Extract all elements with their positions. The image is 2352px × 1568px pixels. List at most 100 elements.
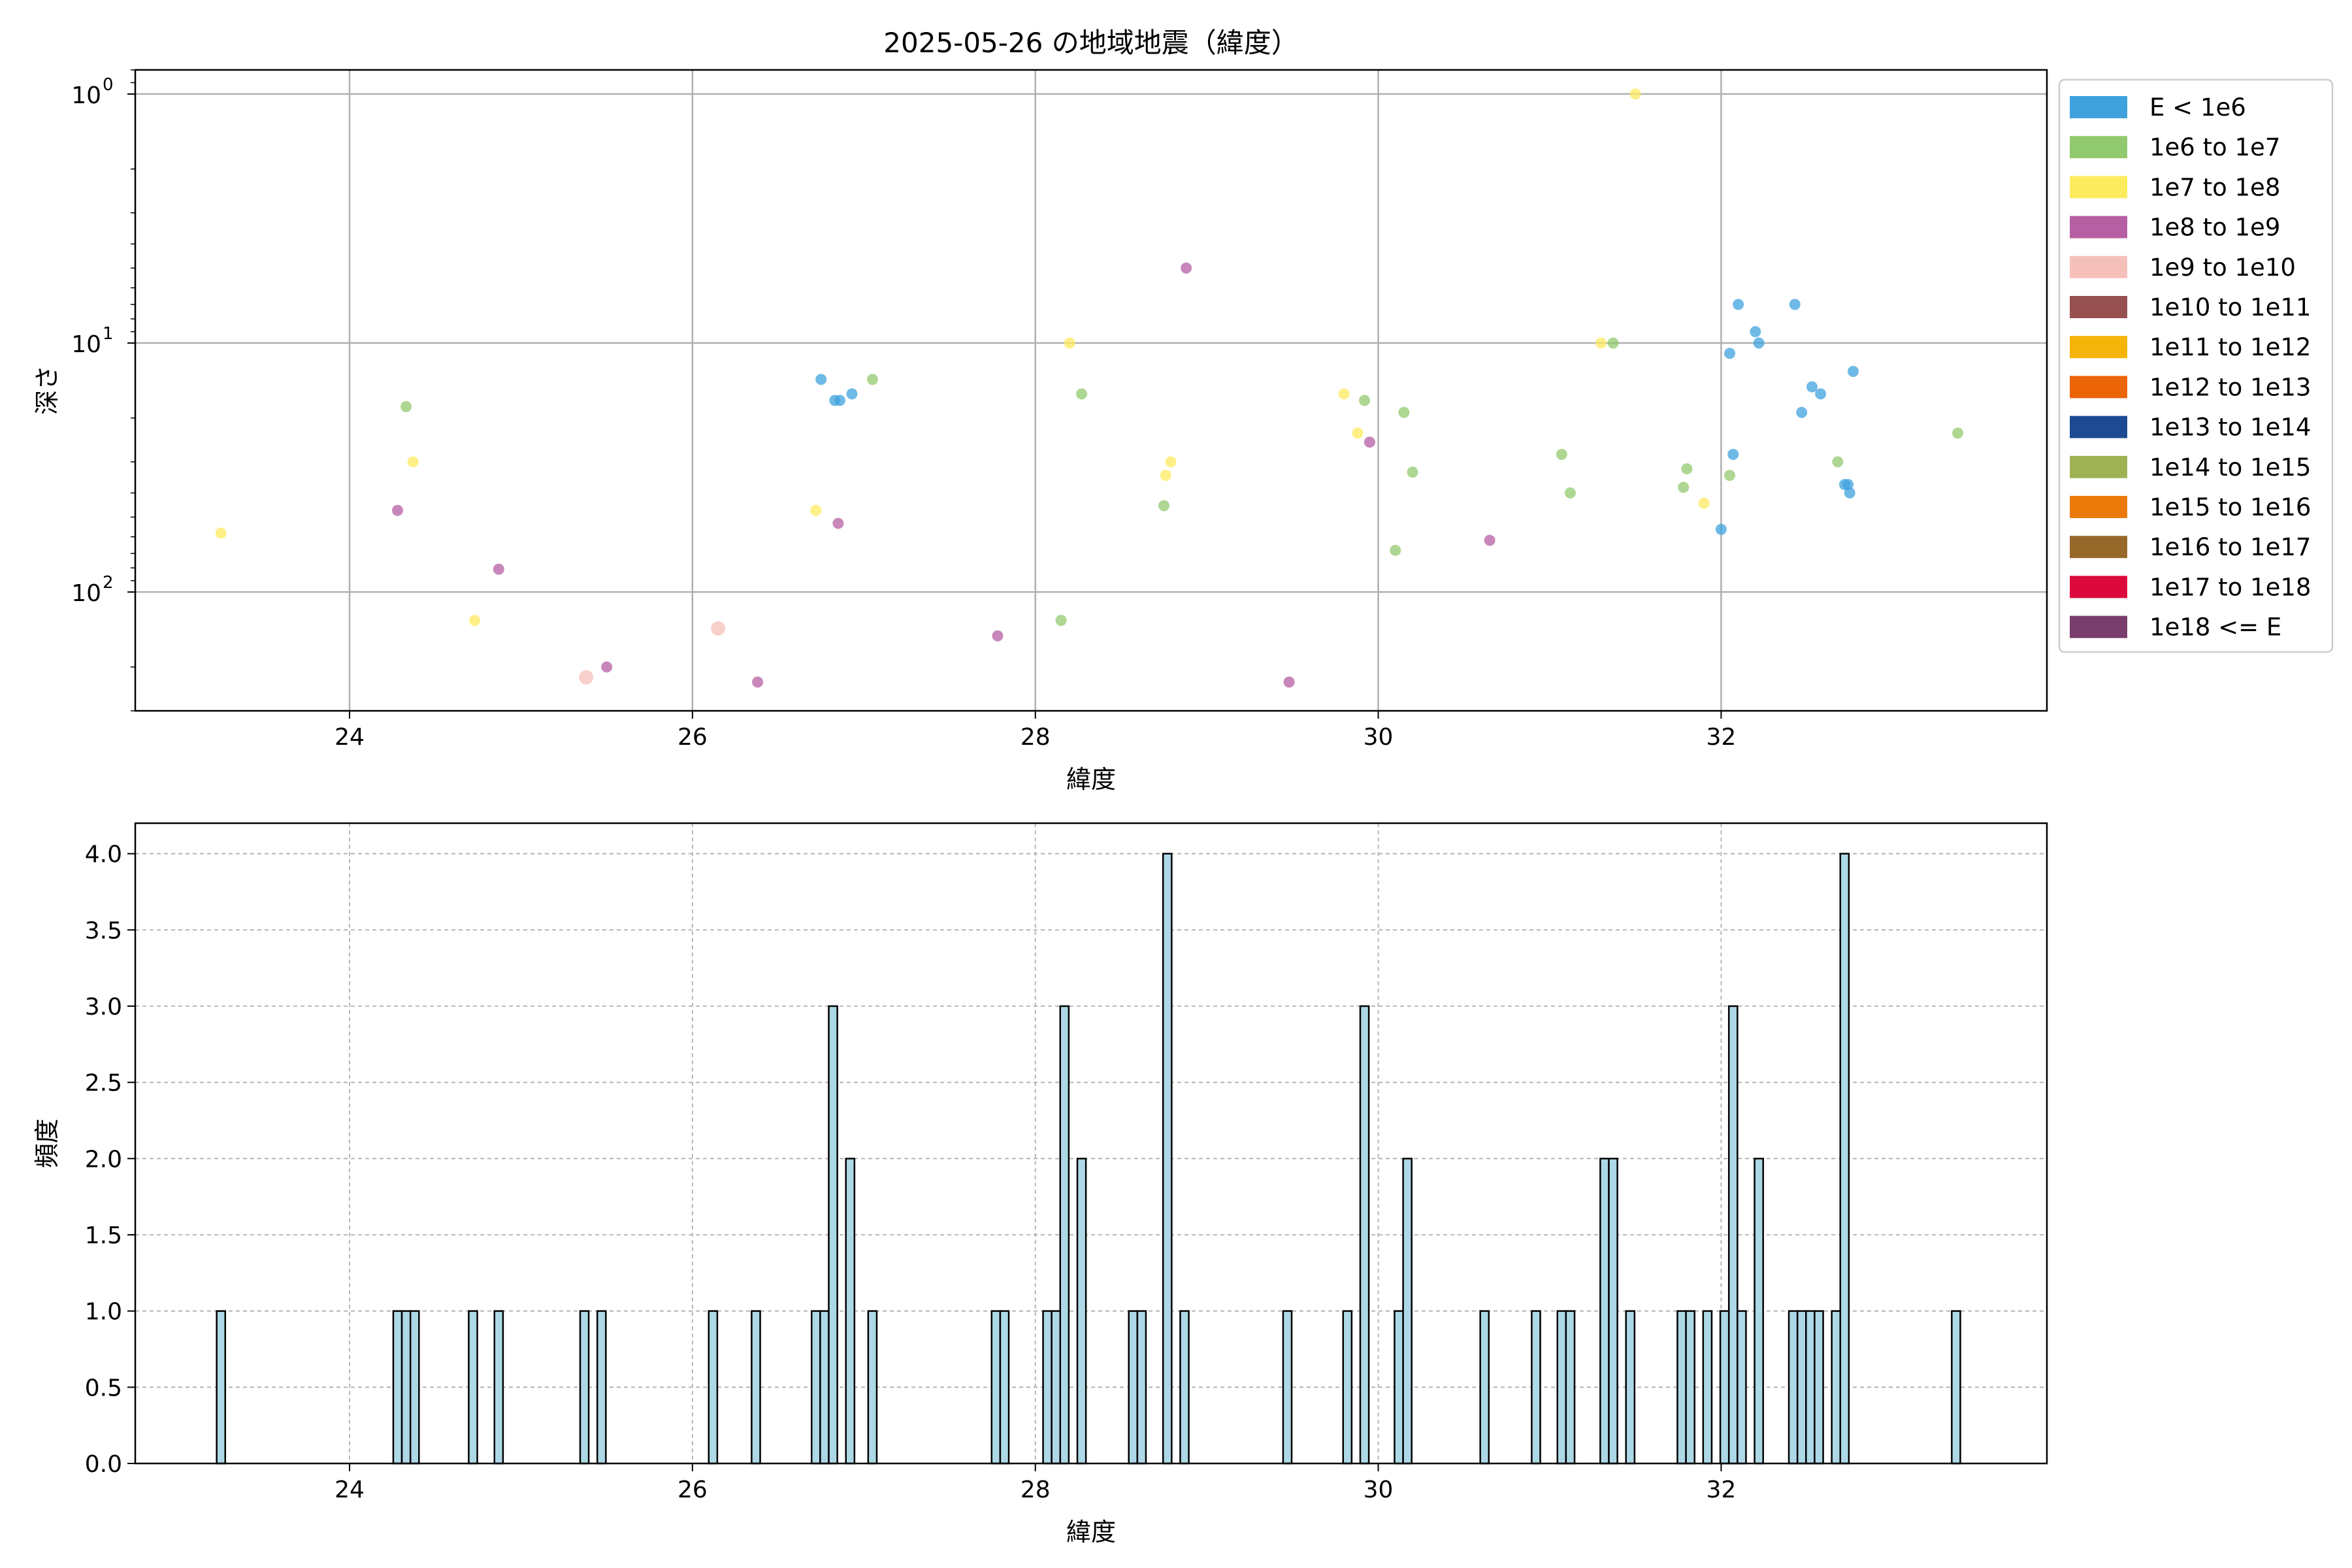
scatter-point [1678, 482, 1690, 493]
scatter-point [711, 621, 726, 636]
histogram-plot-frame [134, 822, 2048, 1465]
scatter-x-tick-label: 26 [678, 724, 708, 751]
legend-label: 1e18 <= E [2149, 613, 2281, 642]
scatter-point [1607, 337, 1619, 349]
scatter-point [1847, 365, 1859, 377]
legend-swatch [2070, 496, 2127, 518]
histogram-bar [1951, 1310, 1961, 1465]
scatter-point [1629, 88, 1641, 100]
histogram-x-tick-label: 24 [335, 1477, 365, 1503]
histogram-bar [1059, 1005, 1070, 1465]
scatter-point [866, 374, 878, 385]
histogram-bar [1625, 1310, 1636, 1465]
histogram-bar [468, 1310, 478, 1465]
histogram-bar [1839, 853, 1850, 1465]
histogram-bar [1685, 1310, 1695, 1465]
legend-label: 1e9 to 1e10 [2149, 253, 2296, 282]
histogram-bar [708, 1310, 719, 1465]
scatter-point [1338, 388, 1350, 400]
legend-swatch [2070, 255, 2127, 278]
scatter-point [1564, 487, 1576, 499]
legend-label: 1e15 to 1e16 [2149, 493, 2311, 521]
legend-swatch [2070, 615, 2127, 638]
histogram-bar [216, 1310, 227, 1465]
legend-label: 1e17 to 1e18 [2149, 573, 2311, 601]
scatter-point [1796, 406, 1808, 418]
legend-label: 1e10 to 1e11 [2149, 293, 2311, 321]
histogram-bar [579, 1310, 590, 1465]
scatter-point [1753, 337, 1765, 349]
scatter-point [1359, 395, 1371, 406]
histogram-bar [819, 1310, 830, 1465]
legend-label: 1e14 to 1e15 [2149, 453, 2311, 482]
histogram-bar [1394, 1310, 1404, 1465]
scatter-x-axis-label: 緯度 [1066, 765, 1116, 794]
scatter-x-tick-label: 24 [335, 724, 365, 751]
scatter-point [1750, 326, 1761, 338]
scatter-point [1283, 676, 1295, 688]
scatter-y-tick-exponent: 1 [103, 324, 114, 344]
legend-swatch [2070, 536, 2127, 559]
scatter-point [1595, 337, 1607, 349]
scatter-point [1844, 487, 1855, 499]
scatter-point [1076, 388, 1088, 400]
histogram-bar [1796, 1310, 1807, 1465]
histogram-bar [1702, 1310, 1713, 1465]
histogram-bar [751, 1310, 761, 1465]
histogram-bar [1136, 1310, 1147, 1465]
scatter-point [1398, 406, 1410, 418]
histogram-bar [1402, 1158, 1413, 1465]
legend-swatch [2070, 176, 2127, 199]
scatter-y-tick-label: 10 [71, 82, 101, 109]
scatter-x-tick-label: 32 [1706, 724, 1736, 751]
histogram-bar [1676, 1310, 1687, 1465]
histogram-bar [1076, 1158, 1087, 1465]
scatter-x-tick-label: 28 [1021, 724, 1051, 751]
legend-entries: E < 1e6 1e6 to 1e7 1e7 to 1e8 1e8 to 1e9 1e9… [2070, 93, 2311, 642]
scatter-point [1055, 615, 1067, 627]
histogram-bar [1814, 1310, 1824, 1465]
histogram-bar [1556, 1310, 1567, 1465]
histogram-y-tick-label: 1.5 [85, 1222, 122, 1249]
histogram-bar [1479, 1310, 1490, 1465]
chart-title: 2025-05-26 の地域地震（緯度） [883, 27, 1298, 59]
histogram-bar [811, 1310, 821, 1465]
histogram-bar [1737, 1310, 1747, 1465]
scatter-point [846, 388, 858, 400]
scatter-x-tick-label: 30 [1364, 724, 1394, 751]
scatter-point [834, 395, 846, 406]
histogram-bar [1128, 1310, 1139, 1465]
scatter-point [1724, 470, 1736, 482]
scatter-point [1064, 337, 1075, 349]
histogram-bar [1608, 1158, 1618, 1465]
histogram-bar [1599, 1158, 1610, 1465]
legend-swatch [2070, 336, 2127, 359]
histogram-y-tick-label: 4.0 [85, 841, 122, 868]
scatter-point [815, 374, 827, 385]
scatter-point [832, 517, 844, 529]
scatter-point [1390, 544, 1401, 556]
legend-swatch [2070, 96, 2127, 118]
legend-frame [2058, 78, 2334, 653]
histogram-bar [409, 1310, 420, 1465]
histogram-bar [867, 1310, 878, 1465]
histogram-bar [1719, 1310, 1730, 1465]
scatter-point [1352, 427, 1364, 439]
scatter-grid [135, 70, 2047, 711]
histogram-bar [999, 1310, 1010, 1465]
scatter-point [1165, 456, 1177, 468]
scatter-plot-frame [134, 69, 2048, 712]
histogram-bar [1282, 1310, 1293, 1465]
scatter-point [1556, 448, 1567, 460]
histogram-bar [1727, 1005, 1739, 1465]
legend: E < 1e6 1e6 to 1e7 1e7 to 1e8 1e8 to 1e9 1e9… [2058, 78, 2334, 653]
scatter-point [1789, 299, 1801, 310]
scatter-point [1681, 463, 1693, 475]
legend-swatch [2070, 416, 2127, 438]
scatter-point [392, 504, 404, 516]
histogram-bar [1359, 1005, 1370, 1465]
scatter-point [1407, 466, 1418, 478]
